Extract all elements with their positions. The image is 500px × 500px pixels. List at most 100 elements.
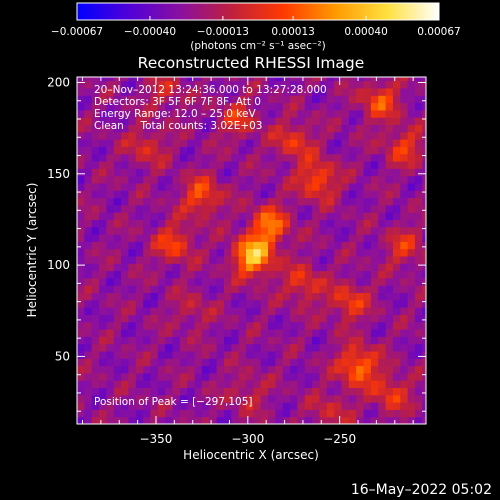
heatmap-cell [290, 197, 298, 206]
heatmap-cell [216, 234, 225, 242]
heatmap-cell [422, 387, 426, 396]
heatmap-cell [334, 102, 343, 111]
heatmap-cell [77, 102, 85, 111]
heatmap-cell [319, 299, 328, 308]
heatmap-cell [113, 307, 122, 315]
heatmap-cell [231, 336, 240, 345]
heatmap-cell [99, 109, 107, 118]
heatmap-cell [290, 277, 298, 286]
heatmap-cell [238, 380, 247, 388]
heatmap-cell [363, 299, 372, 308]
heatmap-cell [341, 182, 350, 191]
heatmap-cell [157, 263, 166, 272]
heatmap-cell [370, 321, 379, 330]
heatmap-cell [209, 117, 218, 126]
heatmap-cell [128, 234, 137, 242]
heatmap-cell [334, 146, 343, 155]
heatmap-cell [326, 175, 335, 184]
heatmap-cell [275, 109, 284, 118]
heatmap-cell [253, 380, 262, 388]
heatmap-cell [157, 95, 166, 104]
heatmap-cell [77, 146, 85, 155]
heatmap-cell [187, 314, 196, 323]
heatmap-cell [268, 248, 276, 257]
heatmap-cell [385, 204, 394, 213]
heatmap-cell [326, 394, 335, 403]
heatmap-cell [172, 124, 181, 133]
heatmap-cell [400, 416, 409, 424]
heatmap-cell [135, 270, 144, 279]
heatmap-cell [326, 263, 335, 272]
heatmap-cell [378, 80, 387, 89]
heatmap-cell [179, 365, 188, 374]
heatmap-cell [99, 124, 107, 133]
heatmap-cell [150, 102, 159, 111]
heatmap-cell [378, 277, 387, 286]
heatmap-cell [194, 241, 203, 250]
heatmap-cell [106, 263, 115, 272]
heatmap-cell [407, 350, 416, 359]
heatmap-cell [253, 190, 262, 199]
heatmap-cell [245, 248, 254, 257]
heatmap-cell [319, 387, 328, 396]
heatmap-cell [128, 168, 137, 177]
heatmap-cell [275, 416, 284, 424]
heatmap-cell [187, 153, 196, 162]
heatmap-cell [326, 402, 335, 410]
heatmap-cell [99, 350, 107, 359]
heatmap-cell [201, 285, 210, 294]
heatmap-cell [370, 146, 379, 155]
heatmap-cell [282, 204, 291, 213]
heatmap-cell [356, 321, 365, 330]
heatmap-cell [245, 380, 254, 388]
heatmap-cell [187, 204, 196, 213]
heatmap-cell [77, 241, 85, 250]
heatmap-cell [290, 299, 298, 308]
heatmap-cell [304, 146, 313, 155]
heatmap-cell [209, 168, 218, 177]
heatmap-cell [113, 153, 122, 162]
heatmap-cell [392, 416, 401, 424]
heatmap-cell [282, 109, 291, 118]
heatmap-cell [209, 409, 218, 418]
heatmap-cell [113, 285, 122, 294]
heatmap-cell [319, 219, 328, 228]
heatmap-cell [113, 365, 122, 374]
heatmap-cell [150, 168, 159, 177]
heatmap-cell [216, 372, 225, 381]
heatmap-cell [179, 124, 188, 133]
heatmap-cell [187, 175, 196, 184]
heatmap-cell [223, 139, 232, 147]
heatmap-cell [157, 161, 166, 169]
heatmap-cell [150, 197, 159, 206]
heatmap-cell [245, 270, 254, 279]
heatmap-cell [165, 409, 174, 418]
heatmap-cell [422, 329, 426, 337]
heatmap-cell [201, 190, 210, 199]
heatmap-cell [407, 321, 416, 330]
heatmap-cell [348, 77, 357, 82]
heatmap-cell [414, 102, 423, 111]
heatmap-cell [143, 329, 151, 337]
heatmap-cell [91, 102, 100, 111]
heatmap-cell [157, 204, 166, 213]
heatmap-cell [385, 314, 394, 323]
heatmap-cell [231, 226, 240, 235]
heatmap-cell [260, 248, 269, 257]
heatmap-cell [319, 321, 328, 330]
heatmap-cell [407, 175, 416, 184]
heatmap-cell [319, 358, 328, 367]
heatmap-cell [99, 372, 107, 381]
heatmap-cell [77, 255, 85, 264]
heatmap-cell [253, 358, 262, 367]
heatmap-cell [275, 336, 284, 345]
heatmap-cell [341, 277, 350, 286]
heatmap-cell [238, 248, 247, 257]
heatmap-cell [407, 409, 416, 418]
heatmap-cell [334, 241, 343, 250]
heatmap-cell [84, 212, 93, 220]
heatmap-cell [312, 95, 320, 104]
heatmap-cell [370, 175, 379, 184]
heatmap-cell [385, 153, 394, 162]
heatmap-cell [209, 336, 218, 345]
